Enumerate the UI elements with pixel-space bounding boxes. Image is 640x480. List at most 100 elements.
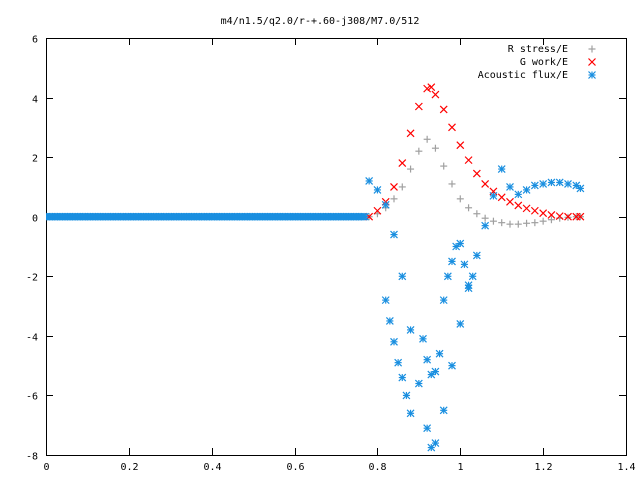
data-point <box>423 355 432 364</box>
y-tick-label: -6 <box>26 392 38 403</box>
y-tick-label: 0 <box>32 214 38 225</box>
data-point <box>390 230 398 239</box>
data-point <box>472 251 481 260</box>
data-point <box>423 424 432 433</box>
legend-label: Acoustic flux/E <box>478 70 568 81</box>
data-point <box>456 195 464 203</box>
data-point <box>427 83 436 92</box>
data-point <box>431 90 440 99</box>
data-point <box>365 177 374 185</box>
data-point <box>497 193 506 202</box>
chart-title: m4/n1.5/q2.0/r-+.60-j308/M7.0/512 <box>221 16 420 27</box>
data-point <box>576 212 585 221</box>
data-point <box>406 129 415 138</box>
data-point <box>390 195 398 203</box>
x-tick-label: 1.2 <box>534 462 552 473</box>
data-point <box>468 272 477 281</box>
data-point <box>398 183 406 191</box>
data-point <box>539 209 548 218</box>
data-point <box>464 281 473 290</box>
data-point <box>576 184 585 193</box>
data-point <box>385 317 394 325</box>
data-point <box>414 102 423 111</box>
legend-label: G work/E <box>520 57 568 68</box>
data-point <box>423 135 431 143</box>
data-point <box>514 220 522 228</box>
data-point <box>547 178 556 187</box>
data-point <box>431 439 440 448</box>
data-point <box>443 272 452 281</box>
data-point <box>456 320 465 328</box>
data-point <box>481 214 489 222</box>
data-point <box>481 180 490 188</box>
data-point <box>452 242 461 251</box>
data-point <box>448 180 456 188</box>
data-point <box>460 260 469 269</box>
data-point <box>415 147 423 155</box>
data-point <box>481 221 490 230</box>
y-tick-label: 4 <box>32 95 38 106</box>
data-point <box>394 358 403 367</box>
data-point <box>514 201 523 210</box>
data-point <box>435 349 444 358</box>
y-tick-label: 2 <box>32 154 38 165</box>
data-point <box>406 409 415 418</box>
data-point <box>523 219 531 227</box>
x-tick-label: 0.8 <box>368 462 386 473</box>
data-point <box>381 200 390 209</box>
y-tick-label: -2 <box>26 273 38 284</box>
y-tick-label: -4 <box>26 333 38 344</box>
plot-frame <box>46 38 627 456</box>
data-point <box>456 239 465 248</box>
data-point <box>439 296 448 305</box>
data-point <box>427 370 436 379</box>
data-point <box>440 162 448 170</box>
data-point <box>448 257 456 266</box>
data-point <box>465 204 473 212</box>
data-point <box>555 178 564 187</box>
data-point <box>448 361 456 370</box>
series-3 <box>381 239 477 418</box>
data-point <box>423 84 432 93</box>
series-2 <box>46 165 585 452</box>
data-point <box>464 156 473 165</box>
x-tick-label: 0.6 <box>286 462 304 473</box>
data-point <box>381 296 390 305</box>
data-point <box>497 165 506 173</box>
y-tick-label: -8 <box>26 452 38 463</box>
data-point <box>390 183 398 191</box>
data-point <box>373 185 382 194</box>
data-point <box>407 165 415 173</box>
data-point <box>539 217 547 225</box>
data-point <box>390 337 398 346</box>
data-point <box>531 219 539 227</box>
data-point <box>414 379 423 388</box>
y-tick-label: 6 <box>32 35 38 46</box>
data-point <box>514 190 523 199</box>
data-point <box>539 180 548 188</box>
data-point <box>439 105 448 114</box>
x-tick-label: 1.4 <box>617 462 635 473</box>
data-point <box>522 185 531 194</box>
legend: R stress/E G work/E Acoustic flux/E <box>478 44 596 81</box>
data-point <box>506 183 514 191</box>
data-point <box>431 144 439 152</box>
data-point <box>439 406 448 415</box>
x-tick-label: 0.4 <box>203 462 221 473</box>
data-point <box>456 141 465 150</box>
data-point <box>398 373 407 382</box>
data-point <box>402 391 411 400</box>
legend-label: R stress/E <box>508 44 568 55</box>
data-point <box>506 197 514 206</box>
legend-marker <box>588 71 596 79</box>
data-marks <box>46 83 585 452</box>
data-point <box>373 206 382 215</box>
legend-marker <box>588 58 596 66</box>
data-point <box>564 180 572 188</box>
data-point <box>547 211 556 219</box>
data-point <box>572 181 581 190</box>
data-point <box>530 206 539 215</box>
data-point <box>406 325 415 334</box>
data-point <box>564 212 572 221</box>
